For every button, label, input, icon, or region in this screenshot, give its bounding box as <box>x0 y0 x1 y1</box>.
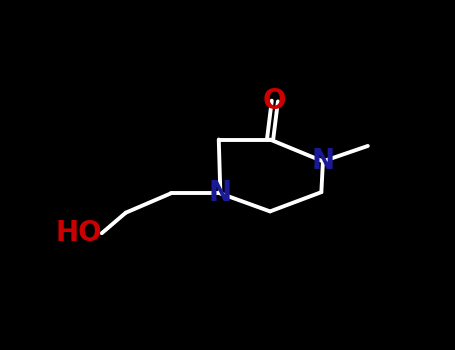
Text: O: O <box>263 87 287 115</box>
Text: N: N <box>311 147 334 175</box>
Text: N: N <box>209 180 232 208</box>
Text: HO: HO <box>55 219 102 247</box>
